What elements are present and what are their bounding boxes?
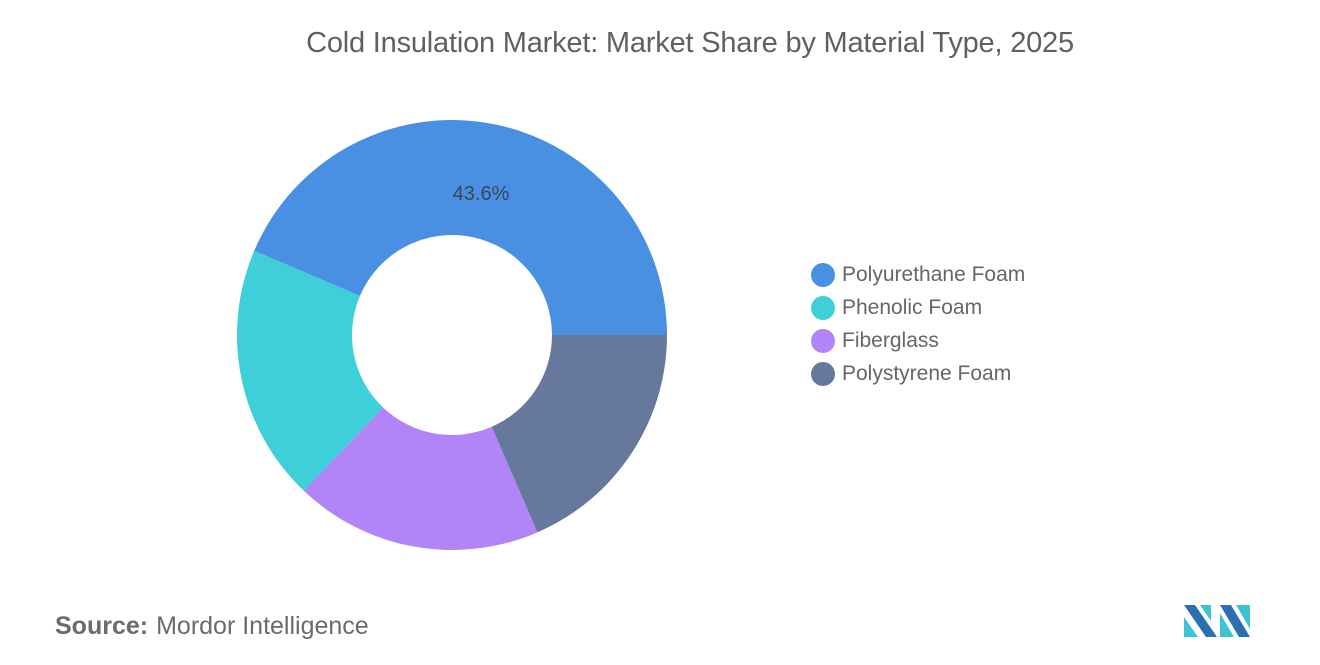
- donut-slice-phenolic-foam[interactable]: [236, 250, 384, 491]
- legend-label: Phenolic Foam: [842, 295, 983, 319]
- legend-item-polyurethane-foam[interactable]: Polyurethane Foam: [811, 258, 1025, 291]
- legend-swatch-icon: [811, 361, 835, 386]
- legend-item-phenolic-foam[interactable]: Phenolic Foam: [811, 291, 1025, 324]
- chart-legend: Polyurethane Foam Phenolic Foam Fibergla…: [811, 258, 1025, 390]
- legend-label: Fiberglass: [842, 328, 939, 352]
- slice-label-polyurethane-foam: 43.6%: [453, 183, 510, 205]
- chart-title: Cold Insulation Market: Market Share by …: [306, 27, 1074, 59]
- donut-slice-polyurethane-foam[interactable]: [254, 119, 667, 336]
- legend-swatch-icon: [811, 328, 835, 353]
- legend-item-fiberglass[interactable]: Fiberglass: [811, 324, 1025, 357]
- donut-slices: [236, 119, 667, 550]
- donut-slice-polystyrene-foam[interactable]: [491, 335, 667, 533]
- donut-slice-fiberglass[interactable]: [303, 407, 538, 550]
- legend-label: Polyurethane Foam: [842, 262, 1026, 286]
- legend-item-polystyrene-foam[interactable]: Polystyrene Foam: [811, 357, 1025, 390]
- mordor-intelligence-logo-icon: [1184, 605, 1250, 637]
- legend-label: Polystyrene Foam: [842, 361, 1012, 385]
- source-value: Mordor Intelligence: [156, 612, 369, 640]
- source-attribution: Source: Mordor Intelligence: [55, 612, 369, 641]
- legend-swatch-icon: [811, 262, 835, 287]
- source-key: Source:: [55, 612, 149, 640]
- legend-swatch-icon: [811, 295, 835, 320]
